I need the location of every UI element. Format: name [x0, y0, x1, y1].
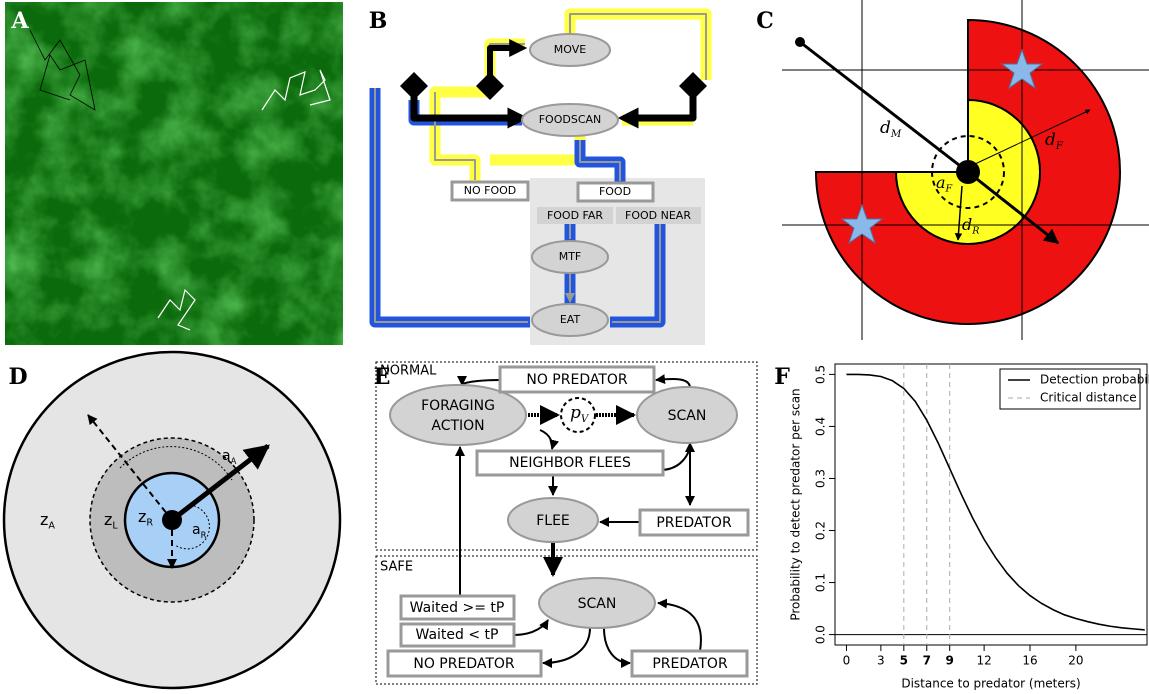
label: FORAGING	[421, 398, 495, 414]
x-tick-label: 3	[877, 654, 885, 668]
x-tick-label: 9	[946, 654, 954, 668]
symbol-sub: F	[1055, 141, 1064, 152]
node-label: FOODSCAN	[539, 113, 602, 126]
legend-label: Critical distance	[1040, 391, 1137, 405]
node-label: FOOD NEAR	[625, 209, 691, 222]
label: SCAN	[578, 596, 617, 612]
panel-label: B	[369, 8, 388, 34]
label: SAFE	[380, 560, 413, 575]
panel-label: D	[8, 364, 27, 390]
label: NEIGHBOR FLEES	[509, 455, 631, 471]
symbol-sub: L	[112, 521, 118, 532]
symbol-main: z	[104, 510, 112, 529]
symbol-sub: R	[201, 529, 207, 539]
symbol-main: a	[222, 448, 231, 464]
y-tick-label: 0.0	[814, 625, 828, 644]
x-tick-label: 20	[1068, 654, 1083, 668]
symbol-main: a	[936, 173, 946, 192]
node-label: MTF	[559, 250, 582, 263]
y-tick-label: 0.2	[814, 521, 828, 540]
symbol-sub: F	[945, 183, 953, 194]
x-axis-label: Distance to predator (meters)	[901, 677, 1080, 691]
x-tick-label: 7	[923, 654, 931, 668]
y-tick-label: 0.5	[814, 365, 828, 384]
x-tick-label: 12	[976, 654, 991, 668]
panel-f: 0.0 0.1 0.2 0.3 0.4 0.5 0 3 5 7 9 12 16 20 Distance to…	[789, 364, 1149, 691]
panel-a	[5, 2, 343, 345]
symbol-sub: R	[146, 518, 153, 529]
label: SCAN	[668, 408, 707, 424]
node-label: MOVE	[554, 43, 586, 56]
y-tick-label: 0.1	[814, 573, 828, 592]
symbol-main: d	[880, 118, 891, 138]
label: ACTION	[431, 418, 484, 434]
label: PREDATOR	[656, 515, 732, 531]
panel-label: E	[374, 364, 391, 390]
symbol-sub: A	[48, 521, 55, 532]
symbol-main: d	[1045, 130, 1056, 150]
node-label: FOOD	[599, 185, 631, 198]
symbol-main: z	[40, 510, 48, 529]
symbol: dM	[880, 118, 902, 140]
panel-label: A	[10, 8, 29, 34]
map-texture	[5, 2, 343, 345]
label: FLEE	[536, 513, 570, 529]
series-line	[846, 374, 1144, 630]
symbol-main: a	[192, 522, 201, 538]
panel-label: C	[756, 8, 774, 34]
symbol-sub: R	[971, 225, 979, 236]
symbol-main: p	[570, 403, 581, 423]
panel-b: MOVE FOODSCAN NO FOOD FOOD FOOD FAR FOOD NEAR…	[375, 14, 707, 345]
y-axis-label: Probability to detect predator per scan	[789, 388, 803, 620]
legend-label: Detection probability	[1040, 373, 1149, 387]
label: Waited < tP	[416, 627, 499, 643]
symbol-sub: A	[231, 455, 237, 465]
x-tick-label: 0	[843, 654, 851, 668]
y-tick-label: 0.3	[814, 469, 828, 488]
node-label: EAT	[560, 313, 581, 326]
symbol-main: d	[962, 215, 972, 234]
symbol-main: z	[138, 507, 146, 526]
y-tick-label: 0.4	[814, 417, 828, 436]
label: NO PREDATOR	[526, 372, 628, 388]
label: Waited >= tP	[410, 600, 505, 616]
node-label: NO FOOD	[464, 184, 517, 197]
x-tick-label: 16	[1022, 654, 1037, 668]
x-tick-label: 5	[900, 654, 908, 668]
label: PREDATOR	[652, 656, 728, 672]
symbol-sub: M	[890, 129, 902, 140]
node-label: FOOD FAR	[547, 209, 603, 222]
label: NO PREDATOR	[413, 656, 515, 672]
figure: MOVE FOODSCAN NO FOOD FOOD FOOD FAR FOOD NEAR…	[0, 0, 1149, 694]
panel-label: F	[774, 364, 790, 390]
